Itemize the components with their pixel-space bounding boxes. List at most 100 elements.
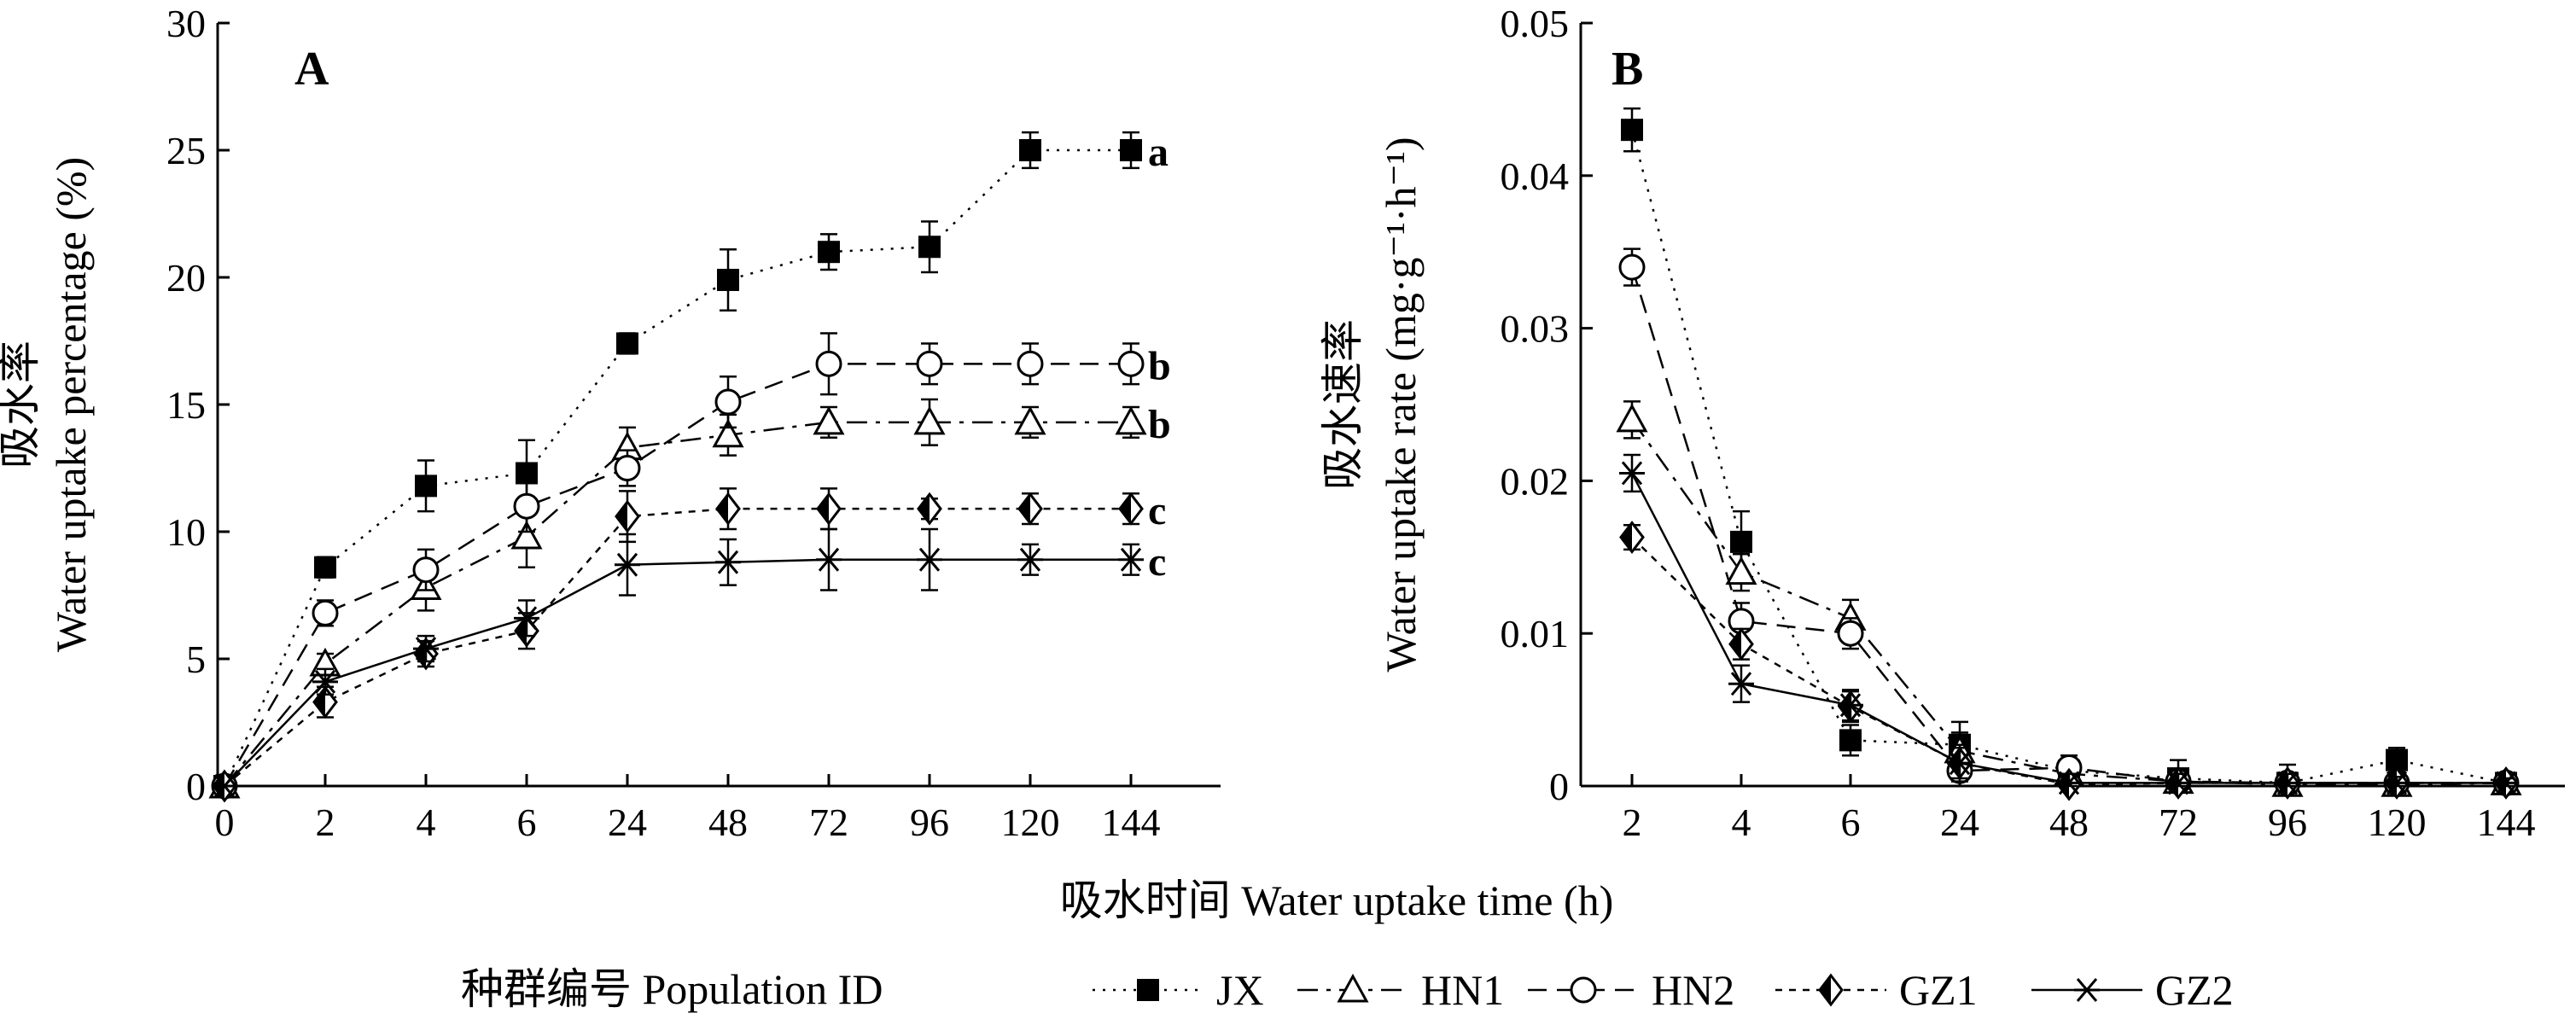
legend-marker: [1818, 973, 1844, 1007]
series-hn1: b: [208, 398, 1171, 799]
data-point: [1019, 139, 1041, 161]
data-point: [1947, 751, 1973, 776]
legend-label: GZ2: [2155, 966, 2234, 1014]
significance-label: b: [1148, 343, 1171, 388]
panel-b: 00.010.020.030.040.052 4 6 24 48 72 96 120 144B吸…: [1319, 2, 2565, 844]
series-gz1: c: [212, 487, 1166, 803]
series-line: [1630, 419, 2507, 786]
x-tick-label: 120: [1001, 801, 1060, 844]
series-jx: [1621, 107, 2517, 795]
data-point: [1839, 729, 1862, 752]
y-tick-label: 0: [186, 765, 206, 808]
series-hn2: [1618, 247, 2520, 796]
data-point: [1017, 547, 1043, 572]
x-tick-label: 144: [1102, 801, 1161, 844]
data-point: [1730, 530, 1752, 553]
y-tick-label: 0.05: [1501, 2, 1570, 45]
panel-label: A: [294, 43, 329, 96]
data-point: [816, 547, 842, 572]
legend-marker: [1570, 976, 1597, 1004]
data-point: [1014, 405, 1046, 435]
data-point-fill: [1730, 629, 1741, 659]
data-point-fill: [1019, 494, 1030, 524]
data-point: [1837, 620, 1864, 647]
series-line: [223, 363, 1131, 787]
data-point: [510, 520, 543, 550]
data-point: [916, 350, 943, 377]
data-point: [712, 418, 744, 448]
data-point-fill: [918, 494, 930, 524]
series-gz2: [1619, 453, 2519, 795]
data-point: [616, 332, 638, 355]
series-line: [1630, 129, 2507, 784]
y-axis-label-cn: 吸水率: [0, 341, 44, 469]
x-tick-label: 72: [809, 801, 848, 844]
data-point: [715, 550, 741, 574]
data-point: [2275, 771, 2300, 795]
series-hn1: [1616, 400, 2522, 797]
x-tick-label: 4: [1732, 801, 1751, 844]
series-line: [224, 507, 1131, 787]
x-tick-label: 24: [1940, 801, 1979, 844]
data-point-fill: [2058, 770, 2069, 800]
series-line: [1630, 472, 2506, 784]
y-tick-label: 20: [166, 256, 206, 300]
legend-marker: [2074, 978, 2100, 1002]
data-point: [1118, 547, 1144, 572]
data-point: [2384, 771, 2410, 795]
data-point: [312, 669, 338, 694]
y-axis-label: Water uptake percentage (%): [47, 157, 95, 652]
data-point: [1619, 521, 1645, 555]
legend-label: HN1: [1421, 966, 1504, 1014]
data-point-fill: [717, 494, 728, 524]
data-point: [918, 236, 941, 259]
x-tick-label: 120: [2368, 801, 2427, 844]
data-point-fill: [616, 502, 627, 532]
significance-label: c: [1148, 539, 1166, 585]
data-point: [1017, 350, 1044, 377]
y-tick-label: 5: [186, 638, 206, 681]
x-tick-label: 6: [1841, 801, 1861, 844]
data-point: [1115, 405, 1147, 435]
x-tick-label: 96: [2268, 801, 2307, 844]
x-tick-label: 144: [2477, 801, 2536, 844]
legend-item-hn2: HN2: [1528, 966, 1734, 1014]
data-point: [412, 556, 440, 584]
y-axis-label-cn: 吸水速率: [1319, 319, 1367, 490]
significance-label: c: [1148, 488, 1166, 533]
data-point: [917, 492, 942, 526]
legend-label: JX: [1216, 966, 1264, 1014]
data-point: [1619, 461, 1645, 486]
data-point: [816, 492, 842, 526]
data-point: [413, 637, 439, 661]
data-point: [614, 455, 641, 481]
data-point: [1725, 556, 1757, 585]
data-point: [2056, 771, 2082, 795]
data-point: [715, 492, 741, 526]
data-point: [314, 556, 336, 579]
y-tick-label: 10: [166, 510, 206, 554]
data-point: [514, 606, 539, 631]
data-point: [212, 774, 237, 798]
y-axis-label: Water uptake rate (mg·g⁻¹·h⁻¹): [1377, 137, 1425, 672]
data-point: [1838, 693, 1863, 718]
legend-marker: [1137, 979, 1159, 1001]
data-point: [1117, 350, 1145, 377]
x-tick-label: 96: [910, 801, 949, 844]
data-point: [415, 475, 437, 498]
data-point: [2165, 771, 2191, 795]
legend-item-gz2: GZ2: [2031, 966, 2234, 1014]
data-point-fill: [1120, 494, 1131, 524]
data-point-fill: [1839, 692, 1850, 722]
data-point-fill: [818, 494, 829, 524]
data-point: [615, 552, 640, 577]
x-tick-label: 2: [316, 801, 335, 844]
legend-item-jx: JX: [1093, 966, 1264, 1014]
y-tick-label: 15: [166, 383, 206, 427]
legend-item-hn1: HN1: [1297, 966, 1504, 1014]
y-tick-label: 0.02: [1501, 459, 1570, 503]
x-tick-label: 6: [517, 801, 537, 844]
data-point: [714, 388, 742, 416]
x-tick-label: 24: [608, 801, 647, 844]
